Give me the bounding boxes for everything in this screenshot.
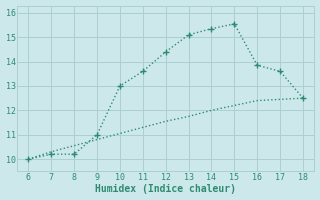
X-axis label: Humidex (Indice chaleur): Humidex (Indice chaleur) <box>95 184 236 194</box>
